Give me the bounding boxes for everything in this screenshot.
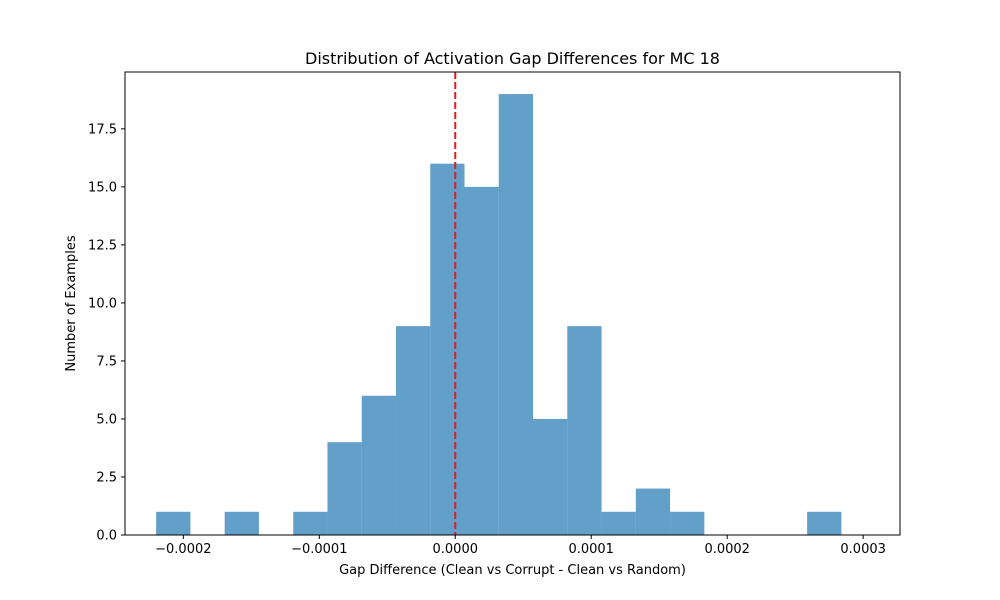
y-tick-label: 5.0 bbox=[96, 412, 117, 427]
x-axis-ticks: −0.0002 −0.0001 0.0000 0.0001 0.0002 0.0003 bbox=[155, 535, 886, 557]
histogram-bar bbox=[464, 186, 499, 535]
histogram-bar bbox=[224, 511, 259, 535]
histogram-bar bbox=[635, 488, 671, 535]
histogram-bar bbox=[670, 511, 705, 535]
y-tick-label: 12.5 bbox=[88, 238, 117, 253]
plot-frame bbox=[124, 71, 901, 536]
x-tick-label: 0.0002 bbox=[704, 542, 750, 557]
x-tick-label: −0.0001 bbox=[291, 542, 347, 557]
x-tick-label: −0.0002 bbox=[155, 542, 211, 557]
y-tick-label: 17.5 bbox=[88, 122, 117, 137]
histogram-bar bbox=[327, 442, 362, 535]
y-tick-label: 7.5 bbox=[96, 354, 117, 369]
y-tick-label: 0.0 bbox=[96, 529, 117, 544]
x-tick-label: 0.0001 bbox=[568, 542, 614, 557]
histogram-bar bbox=[533, 418, 568, 535]
histogram-bar bbox=[498, 94, 534, 536]
x-axis-label: Gap Difference (Clean vs Corrupt - Clean… bbox=[339, 563, 686, 578]
histogram-bar bbox=[361, 395, 396, 535]
histogram-bar bbox=[395, 326, 431, 535]
histogram-bar bbox=[807, 511, 842, 535]
histogram-bars bbox=[156, 94, 842, 536]
chart-title: Distribution of Activation Gap Differenc… bbox=[305, 49, 720, 68]
x-tick-label: 0.0000 bbox=[433, 542, 479, 557]
x-tick-label: 0.0003 bbox=[840, 542, 886, 557]
y-axis-label: Number of Examples bbox=[64, 235, 79, 371]
histogram-bar bbox=[430, 163, 465, 536]
histogram-bar bbox=[601, 511, 636, 535]
y-tick-label: 2.5 bbox=[96, 470, 117, 485]
histogram-bar bbox=[156, 511, 191, 535]
y-axis-ticks: 0.0 2.5 5.0 7.5 10.0 12.5 15.0 17.5 bbox=[88, 122, 125, 544]
histogram-bar bbox=[567, 326, 602, 535]
y-tick-label: 10.0 bbox=[88, 296, 117, 311]
y-tick-label: 15.0 bbox=[88, 180, 117, 195]
histogram-bar bbox=[293, 511, 328, 535]
